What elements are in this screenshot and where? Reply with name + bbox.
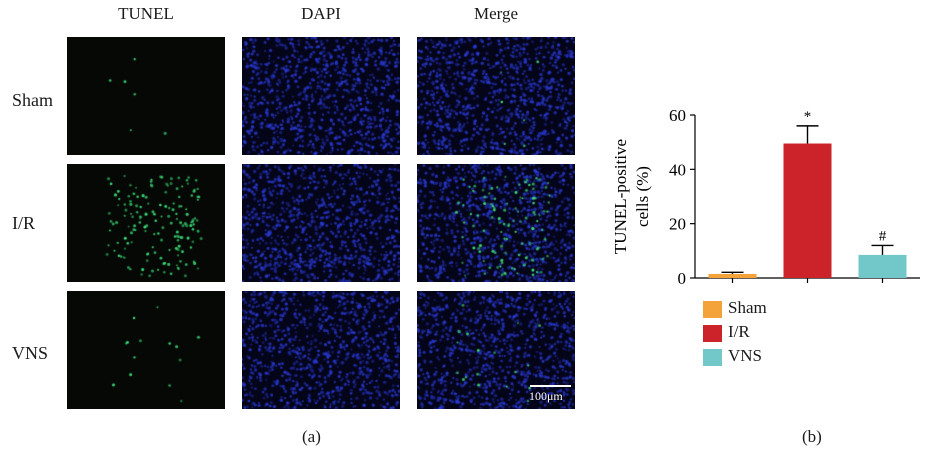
legend-swatch-ir — [703, 325, 722, 342]
row-label-ir: I/R — [12, 213, 36, 233]
micrograph-sham-tunel — [67, 37, 225, 155]
micrograph-ir-merge — [417, 164, 575, 282]
panel-label-a: (a) — [302, 427, 321, 446]
scale-bar — [530, 385, 571, 387]
y-tick-label: 60 — [669, 106, 686, 125]
significance-mark-ir: * — [804, 109, 812, 125]
bar-sham — [708, 273, 757, 278]
micrograph-vns-dapi — [242, 291, 400, 409]
y-tick-label: 20 — [669, 215, 686, 234]
legend-label-sham: Sham — [728, 298, 767, 317]
tunel-bar-chart: 0 20 40 60 TUNEL-positive cells (%) * # — [611, 106, 920, 285]
micrograph-ir-tunel — [67, 164, 225, 282]
micrograph-ir-dapi — [242, 164, 400, 282]
significance-mark-vns: # — [879, 228, 887, 244]
bar-ir — [783, 143, 832, 278]
legend-label-vns: VNS — [728, 346, 763, 365]
y-tick-label: 40 — [669, 160, 686, 179]
y-axis-label: TUNEL-positive — [611, 139, 630, 254]
column-label-dapi: DAPI — [301, 4, 341, 23]
legend-swatch-vns — [703, 349, 722, 366]
panel-label-b: (b) — [802, 427, 822, 446]
row-label-vns: VNS — [12, 343, 49, 363]
row-label-sham: Sham — [12, 90, 54, 110]
y-tick-label: 0 — [678, 269, 687, 285]
y-axis-label-line2: cells (%) — [633, 166, 652, 227]
micrograph-vns-merge: 100μm — [417, 291, 575, 409]
legend-label-ir: I/R — [728, 322, 750, 341]
column-label-merge: Merge — [473, 4, 519, 23]
column-label-tunel: TUNEL — [118, 4, 174, 23]
micrograph-sham-merge — [417, 37, 575, 155]
legend-swatch-sham — [703, 301, 722, 318]
scale-bar-label: 100μm — [529, 389, 563, 403]
micrograph-vns-tunel — [67, 291, 225, 409]
bar-vns — [858, 254, 907, 278]
micrograph-sham-dapi — [242, 37, 400, 155]
